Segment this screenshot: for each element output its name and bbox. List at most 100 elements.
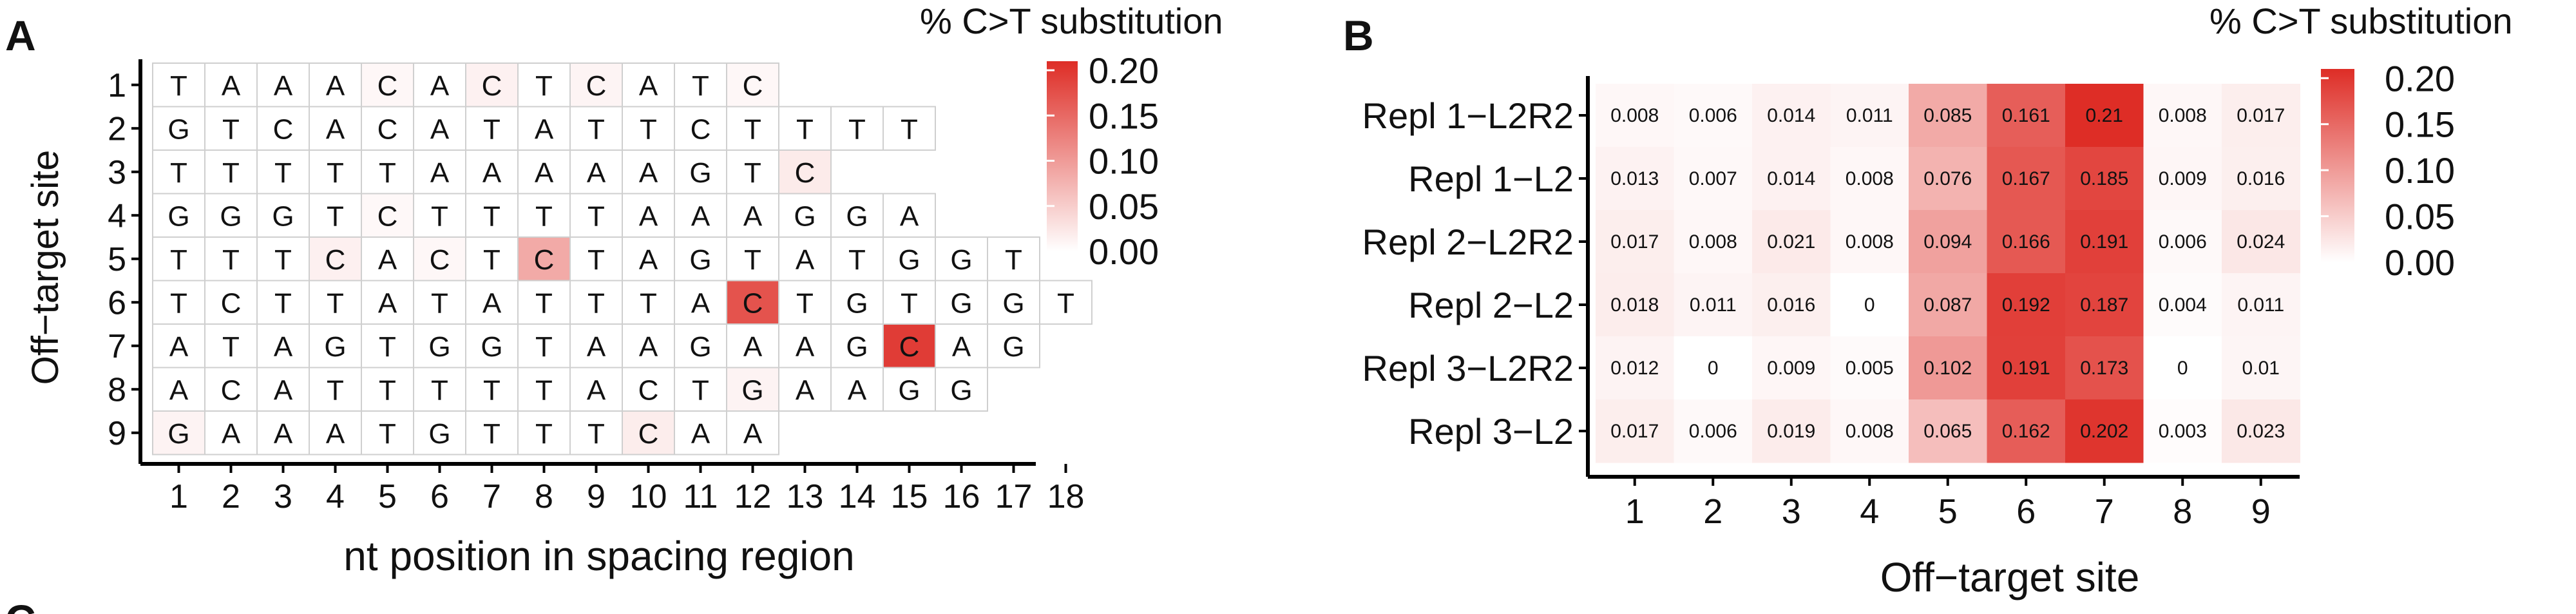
panel-b-cell-value: 0.011 — [2237, 294, 2284, 316]
panel-b-cell — [2143, 273, 2222, 337]
panel-a-cell — [152, 62, 205, 108]
panel-b-legend-title: % C>T substitution — [2209, 1, 2513, 41]
panel-b-cell-value: 0.011 — [1846, 105, 1893, 126]
panel-a-cell-nucleotide: A — [639, 70, 658, 102]
panel-b-cell-value: 0.008 — [1689, 231, 1737, 253]
panel-a-cell-nucleotide: T — [379, 331, 396, 363]
panel-b-cell — [1752, 336, 1831, 400]
panel-a-cell — [256, 280, 310, 325]
panel-a-cell-nucleotide: G — [898, 244, 920, 276]
panel-a-cell-nucleotide: C — [221, 374, 242, 406]
panel-a-x-tick-label: 12 — [734, 478, 772, 515]
panel-b-cell-value: 0.011 — [1690, 294, 1737, 316]
panel-a-legend-tick-label: 0.10 — [1089, 141, 1159, 182]
panel-a-cell — [778, 193, 832, 238]
panel-a-cell-nucleotide: T — [222, 113, 240, 145]
panel-a-cell-nucleotide: T — [587, 287, 605, 319]
panel-a-cell-nucleotide: G — [950, 374, 972, 406]
panel-a-cell-nucleotide: G — [428, 418, 450, 450]
panel-b-cell — [1830, 336, 1909, 400]
panel-a-x-tick-label: 4 — [326, 478, 345, 515]
panel-a-cell — [361, 410, 414, 456]
panel-a-y-tick-label: 1 — [108, 67, 126, 104]
panel-b-cell — [1596, 399, 1674, 463]
panel-b-cell-value: 0.006 — [2159, 231, 2207, 253]
panel-b-cell — [1596, 147, 1674, 211]
panel-a-cell-nucleotide: C — [273, 113, 294, 145]
panel-a-cell — [987, 323, 1040, 369]
panel-b-y-tick-label: Repl 1−L2 — [1408, 158, 1574, 199]
panel-a-cell — [309, 410, 362, 456]
panel-a-cell-nucleotide: A — [378, 287, 397, 319]
panel-a-x-tick-label: 15 — [891, 478, 928, 515]
panel-a-cell — [152, 410, 205, 456]
panel-a-cell — [309, 280, 362, 325]
panel-a-cell — [674, 410, 727, 456]
panel-a-cell-nucleotide: T — [483, 418, 501, 450]
panel-a-cell-nucleotide: T — [744, 157, 761, 189]
panel-b-cell — [1596, 84, 1674, 148]
panel-b-cell — [2065, 210, 2144, 274]
panel-a-cell — [830, 236, 884, 282]
panel-a-cell — [622, 193, 675, 238]
panel-a-cell-nucleotide: T — [431, 287, 448, 319]
panel-a-cell-nucleotide: T — [744, 113, 761, 145]
panel-b-cell-value: 0.004 — [2159, 294, 2207, 316]
panel-b-cell-value: 0.017 — [1610, 421, 1659, 442]
panel-b-cell — [1987, 210, 2066, 274]
panel-a-cell — [569, 193, 623, 238]
panel-a-y-tick-label: 9 — [108, 415, 126, 452]
panel-a-cell-nucleotide: T — [587, 200, 605, 232]
panel-a-cell-nucleotide: C — [743, 70, 763, 102]
panel-a-cell — [256, 367, 310, 412]
panel-a-cell-nucleotide: T — [483, 113, 501, 145]
panel-a-cell-nucleotide: A — [796, 244, 815, 276]
panel-a-cell — [883, 236, 936, 282]
panel-a-cell — [361, 193, 414, 238]
panel-b-cell-value: 0.008 — [1610, 105, 1659, 126]
panel-b-cell-value: 0.019 — [1767, 421, 1815, 442]
panel-a-cell-nucleotide: A — [743, 418, 763, 450]
panel-a-legend-bar — [1047, 61, 1078, 251]
panel-b-cell — [2222, 147, 2300, 211]
panel-b-cell — [1674, 336, 1753, 400]
panel-b-cell-value: 0.167 — [2002, 168, 2050, 189]
panel-a-cell — [674, 193, 727, 238]
panel-b-x-tick-label: 9 — [2251, 492, 2271, 531]
panel-b-legend-tick-label: 0.00 — [2385, 242, 2455, 283]
panel-a-cell — [778, 323, 832, 369]
panel-b-cell-value: 0 — [1864, 294, 1875, 316]
panel-a-cell-nucleotide: A — [691, 287, 711, 319]
panel-a-cell-nucleotide: A — [326, 70, 345, 102]
panel-b-cell — [2222, 336, 2300, 400]
panel-a-cell-nucleotide: T — [327, 287, 344, 319]
panel-b-cell — [2143, 84, 2222, 148]
panel-a-cell-nucleotide: T — [431, 200, 448, 232]
panel-b-cell-value: 0 — [2177, 358, 2188, 379]
panel-a-cell — [517, 367, 571, 412]
panel-a-cell-nucleotide: C — [377, 70, 398, 102]
panel-a-y-tick-label: 4 — [108, 197, 126, 235]
panel-b-cell — [1752, 84, 1831, 148]
panel-a-cell-nucleotide: A — [796, 331, 815, 363]
panel-b-y-tick-label: Repl 3−L2R2 — [1362, 348, 1574, 389]
panel-b-cell-value: 0.192 — [2002, 294, 2050, 316]
panel-a-cell-nucleotide: T — [640, 287, 657, 319]
panel-a-xlabel: nt position in spacing region — [343, 533, 854, 579]
panel-a-cell — [361, 323, 414, 369]
panel-a-cell-nucleotide: A — [639, 200, 658, 232]
panel-a-cell — [830, 367, 884, 412]
panel-a-cell — [152, 280, 205, 325]
panel-b-legend-tick-label: 0.05 — [2385, 197, 2455, 237]
panel-a-x-tick-label: 14 — [839, 478, 876, 515]
panel-a-cell-nucleotide: T — [1057, 287, 1074, 319]
panel-a-cell — [987, 236, 1040, 282]
panel-a-cell — [622, 62, 675, 108]
panel-a-cell-nucleotide: T — [379, 157, 396, 189]
panel-a-cell — [726, 236, 779, 282]
panel-a-cell — [517, 410, 571, 456]
panel-b-cell — [1909, 84, 1987, 148]
panel-a-cell-nucleotide: A — [639, 244, 658, 276]
panel-b-y-tick-label: Repl 1−L2R2 — [1362, 95, 1574, 136]
panel-a-cell-nucleotide: T — [274, 244, 292, 276]
